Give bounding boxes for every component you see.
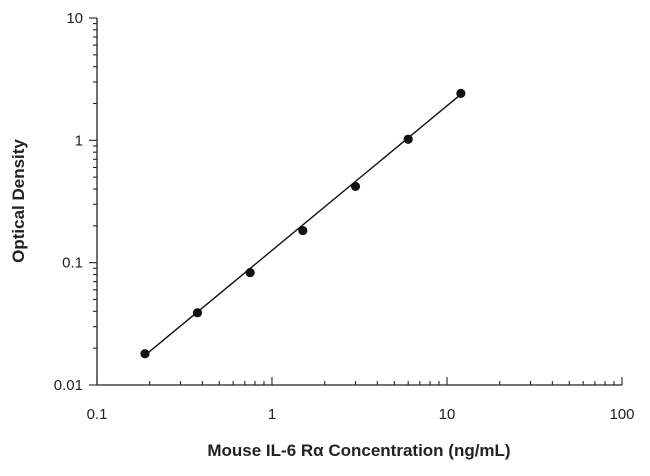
- fit-line: [144, 93, 462, 356]
- data-point: [298, 225, 308, 236]
- axis-ticks: [89, 17, 623, 386]
- y-tick-label: 0.01: [54, 377, 83, 394]
- data-points: [140, 88, 466, 359]
- data-point: [140, 349, 150, 359]
- data-point: [403, 134, 413, 144]
- x-tick-label: 0.1: [87, 406, 108, 423]
- x-tick-label: 1: [268, 406, 276, 423]
- x-tick-labels: 0.1 1 10 100: [87, 406, 635, 423]
- data-point: [245, 267, 255, 278]
- x-axis-title: Mouse IL-6 Rα Concentration (ng/mL): [207, 441, 510, 460]
- data-point: [192, 308, 203, 318]
- y-tick-label: 1: [75, 132, 83, 149]
- data-point: [456, 88, 466, 98]
- data-point: [350, 181, 361, 192]
- y-axis-title: Optical Density: [9, 139, 28, 263]
- y-tick-label: 0.1: [62, 255, 83, 272]
- y-tick-label: 10: [66, 10, 83, 27]
- x-tick-label: 100: [609, 406, 634, 423]
- y-tick-labels: 0.01 0.1 1 10: [54, 10, 83, 394]
- x-tick-label: 10: [439, 406, 456, 423]
